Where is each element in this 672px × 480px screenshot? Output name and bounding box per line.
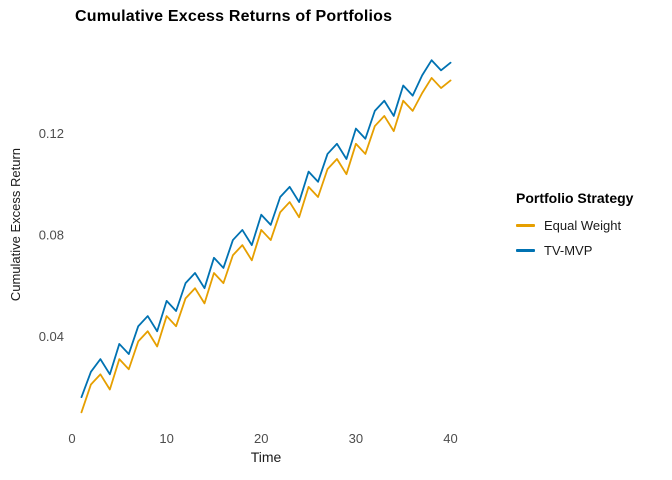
y-tick-label: 0.08 [39,228,64,243]
legend-title: Portfolio Strategy [516,190,634,206]
legend: Portfolio Strategy Equal Weight TV-MVP [516,190,633,268]
series-line-equal-weight [80,77,452,414]
legend-item-equal-weight: Equal Weight [516,218,633,233]
legend-swatch-tv-mvp-icon [516,249,535,252]
x-tick-label: 30 [349,431,363,446]
legend-label-equal-weight: Equal Weight [544,218,622,233]
legend-label-tv-mvp: TV-MVP [544,243,593,258]
legend-swatch-equal-weight-icon [516,224,535,227]
x-tick-label: 0 [68,431,75,446]
chart-title: Cumulative Excess Returns of Portfolios [75,8,393,25]
x-tick-label: 20 [254,431,268,446]
y-axis-title: Cumulative Excess Return [8,148,23,302]
y-tick-label: 0.12 [39,126,64,141]
y-tick-label: 0.04 [39,329,64,344]
legend-item-tv-mvp: TV-MVP [516,243,633,258]
x-axis-title: Time [250,449,282,465]
x-tick-label: 40 [443,431,457,446]
x-tick-label: 10 [159,431,173,446]
series-line-tv-mvp [80,59,452,399]
